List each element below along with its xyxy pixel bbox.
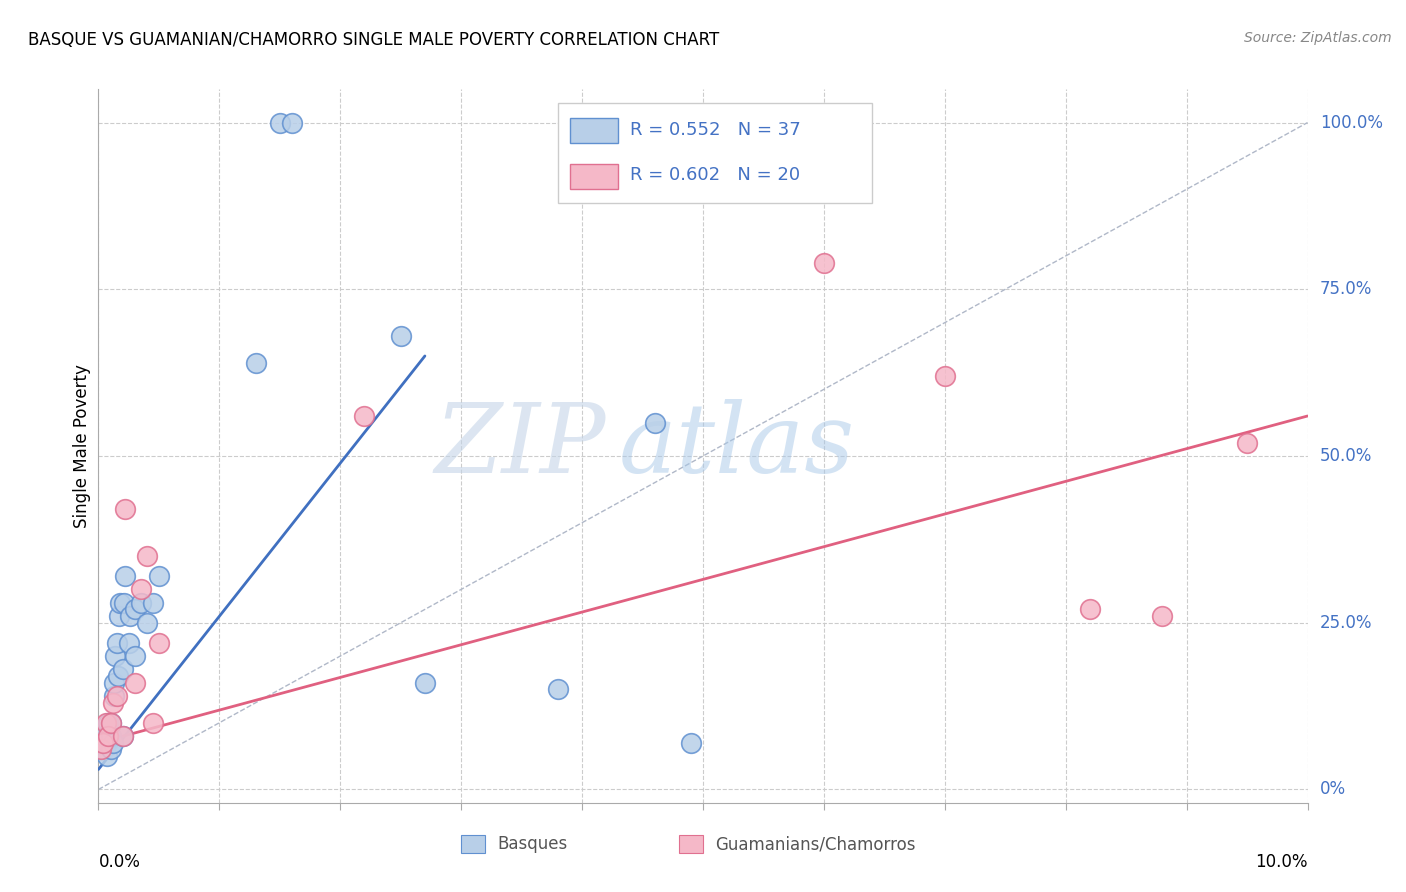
Point	[644, 416, 666, 430]
Point	[111, 729, 134, 743]
Point	[245, 356, 267, 370]
Point	[129, 582, 152, 597]
Text: 0.0%: 0.0%	[98, 853, 141, 871]
Point	[100, 715, 122, 730]
Point	[105, 636, 128, 650]
Point	[101, 696, 124, 710]
Point	[111, 729, 134, 743]
Point	[142, 596, 165, 610]
Point	[124, 649, 146, 664]
Text: R = 0.602   N = 20: R = 0.602 N = 20	[630, 166, 800, 184]
FancyBboxPatch shape	[569, 164, 619, 189]
Point	[135, 549, 157, 563]
Point	[413, 675, 436, 690]
Point	[142, 715, 165, 730]
Text: Basques: Basques	[498, 835, 568, 853]
Point	[101, 736, 124, 750]
Point	[111, 662, 134, 676]
Point	[934, 368, 956, 383]
FancyBboxPatch shape	[569, 118, 619, 143]
Text: R = 0.552   N = 37: R = 0.552 N = 37	[630, 121, 801, 139]
Y-axis label: Single Male Poverty: Single Male Poverty	[73, 364, 91, 528]
Point	[112, 596, 135, 610]
Text: 0%: 0%	[1320, 780, 1346, 798]
Point	[93, 729, 115, 743]
Point	[114, 502, 136, 516]
Text: 100.0%: 100.0%	[1320, 113, 1382, 131]
Point	[100, 715, 122, 730]
Point	[353, 409, 375, 423]
FancyBboxPatch shape	[679, 835, 703, 853]
Point	[1236, 435, 1258, 450]
Point	[91, 736, 114, 750]
Text: ZIP: ZIP	[434, 399, 606, 493]
Point	[148, 636, 170, 650]
Text: 10.0%: 10.0%	[1256, 853, 1308, 871]
Text: atlas: atlas	[619, 399, 855, 493]
Point	[118, 609, 141, 624]
Point	[679, 736, 702, 750]
Text: Guamanians/Chamorros: Guamanians/Chamorros	[716, 835, 915, 853]
Point	[105, 689, 128, 703]
Point	[93, 742, 115, 756]
Point	[94, 715, 117, 730]
Point	[118, 636, 141, 650]
Point	[103, 675, 125, 690]
Text: Source: ZipAtlas.com: Source: ZipAtlas.com	[1244, 31, 1392, 45]
Point	[108, 609, 131, 624]
Point	[281, 115, 304, 129]
Point	[129, 596, 152, 610]
FancyBboxPatch shape	[461, 835, 485, 853]
Text: 50.0%: 50.0%	[1320, 447, 1372, 465]
Text: BASQUE VS GUAMANIAN/CHAMORRO SINGLE MALE POVERTY CORRELATION CHART: BASQUE VS GUAMANIAN/CHAMORRO SINGLE MALE…	[28, 31, 720, 49]
Point	[124, 602, 146, 616]
Point	[114, 569, 136, 583]
Point	[91, 736, 114, 750]
Point	[124, 675, 146, 690]
Point	[1152, 609, 1174, 624]
Text: 75.0%: 75.0%	[1320, 280, 1372, 298]
Point	[108, 596, 131, 610]
Point	[1078, 602, 1101, 616]
Point	[389, 329, 412, 343]
Point	[813, 255, 835, 269]
Point	[269, 115, 291, 129]
Point	[96, 749, 118, 764]
Point	[107, 669, 129, 683]
Point	[100, 729, 122, 743]
Point	[90, 742, 112, 756]
Point	[100, 742, 122, 756]
Point	[547, 682, 569, 697]
Point	[97, 715, 120, 730]
Text: 25.0%: 25.0%	[1320, 614, 1372, 632]
Point	[148, 569, 170, 583]
FancyBboxPatch shape	[558, 103, 872, 203]
Point	[104, 649, 127, 664]
Point	[97, 729, 120, 743]
Point	[135, 615, 157, 630]
Point	[103, 689, 125, 703]
Point	[90, 742, 112, 756]
